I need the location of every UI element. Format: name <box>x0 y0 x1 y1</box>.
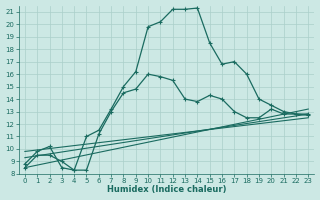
X-axis label: Humidex (Indice chaleur): Humidex (Indice chaleur) <box>107 185 226 194</box>
